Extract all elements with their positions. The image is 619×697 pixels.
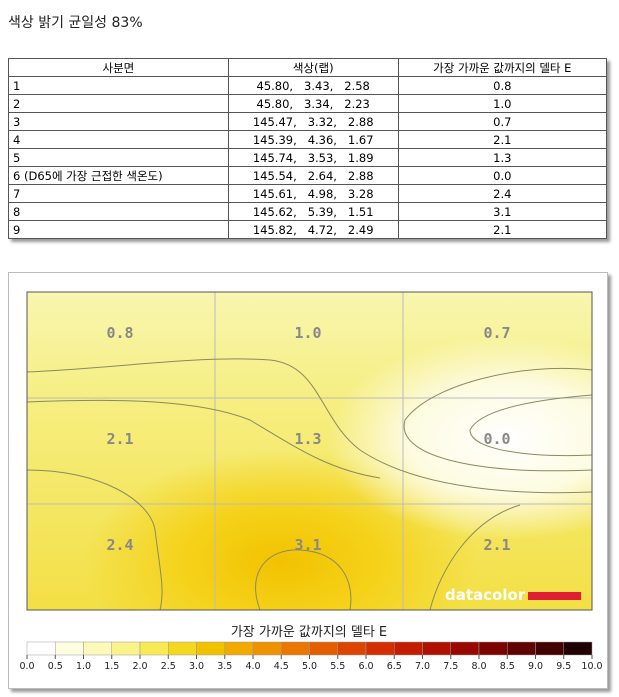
colorbar-tick-label: 7.5: [443, 661, 458, 672]
colorbar-swatch: [394, 641, 423, 656]
colorbar-tick-label: 0.0: [19, 661, 34, 672]
zone-label: 0.8: [106, 324, 133, 342]
contour: [255, 549, 352, 611]
table-cell: 2.1: [397, 220, 608, 239]
colorbar-swatch: [111, 641, 141, 656]
colorbar-swatch: [168, 641, 197, 656]
contour: [26, 358, 593, 494]
colorbar-swatch: [563, 641, 593, 656]
colorbar-swatch: [83, 641, 112, 656]
zone-label: 1.3: [294, 430, 321, 448]
brand-bar: [528, 592, 581, 600]
table-row: 7 145.61, 4.98, 3.28 2.4: [8, 184, 608, 203]
contour: [429, 504, 521, 611]
colorbar-swatch: [450, 641, 480, 656]
zone-label: 2.1: [483, 536, 510, 554]
colorbar-swatch: [224, 641, 254, 656]
colorbar-swatch: [196, 641, 225, 656]
colorbar-swatch: [281, 641, 310, 656]
colorbar-swatch: [422, 641, 451, 656]
zone-label: 3.1: [294, 536, 321, 554]
zone-label: 1.0: [294, 324, 321, 342]
table-row: 4 145.39, 4.36, 1.67 2.1: [8, 130, 608, 149]
colorbar-tick-label: 10.0: [581, 661, 602, 672]
table-row: 5 145.74, 3.53, 1.89 1.3: [8, 148, 608, 167]
colorbar-tick-label: 1.5: [104, 661, 119, 672]
colorbar-swatch: [337, 641, 367, 656]
table-cell: 145.82, 4.72, 2.49: [227, 220, 399, 239]
table-cell: 145.61, 4.98, 3.28: [227, 184, 399, 203]
zone-label: 2.4: [106, 536, 133, 554]
colorbar-swatch: [365, 641, 395, 656]
page-title: 색상 밝기 균일성 83%: [8, 15, 143, 31]
zone-label: 0.7: [483, 324, 510, 342]
contour: [26, 399, 381, 479]
table-cell: 2.4: [397, 184, 608, 203]
column-header: 사분면: [8, 58, 229, 77]
contours: [26, 358, 593, 611]
colorbar-tick-label: 3.5: [217, 661, 232, 672]
colorbar-tick-label: 0.5: [48, 661, 63, 672]
heatmap-shade: [27, 292, 592, 610]
header-row: 사분면 색상(랩) 가장 가까운 값까지의 델타 E: [8, 58, 608, 77]
colorbar-tick-label: 8.5: [500, 661, 515, 672]
table-cell: 145.47, 3.32, 2.88: [227, 112, 399, 131]
colorbar-tick-label: 3.0: [189, 661, 204, 672]
contour: [403, 367, 593, 472]
brand-logo: datacolor: [445, 586, 526, 604]
colorbar-tick-label: 4.5: [274, 661, 289, 672]
colorbar-tick-label: 6.0: [358, 661, 373, 672]
colorbar-title: 가장 가까운 값까지의 델타 E: [231, 625, 387, 640]
colorbar-tick-label: 5.0: [302, 661, 317, 672]
colorbar-tick-label: 4.0: [245, 661, 260, 672]
colorbar-tick-label: 2.5: [161, 661, 176, 672]
colorbar-tick-label: 6.5: [387, 661, 402, 672]
heatmap-panel: [8, 272, 608, 689]
table-row: 9 145.82, 4.72, 2.49 2.1: [8, 220, 608, 239]
zone-label: 0.0: [483, 430, 510, 448]
colorbar-swatch: [535, 641, 564, 656]
contour: [469, 394, 593, 457]
plot-frame: [26, 291, 593, 611]
uniformity-table: 사분면 색상(랩) 가장 가까운 값까지의 델타 E 1 45.80, 3.43, 2…: [8, 58, 608, 239]
colorbar-tick-label: 9.0: [528, 661, 543, 672]
colorbar-swatch: [26, 641, 56, 656]
colorbar-swatch: [507, 641, 536, 656]
column-header: 가장 가까운 값까지의 델타 E: [397, 58, 608, 77]
colorbar-tick-label: 9.5: [556, 661, 571, 672]
colorbar-swatch: [478, 641, 508, 656]
table-body: 1 45.80, 3.43, 2.58 0.8 2 45.80, 3.34, 2.23 1…: [8, 76, 608, 239]
grid: [27, 292, 592, 610]
table-row: 3 145.47, 3.32, 2.88 0.7: [8, 112, 608, 131]
colorbar-tick-label: 8.0: [471, 661, 486, 672]
column-header: 색상(랩): [227, 58, 399, 77]
table-row: 1 45.80, 3.43, 2.58 0.8: [8, 76, 608, 95]
colorbar-tick-label: 7.0: [415, 661, 430, 672]
table-cell: 145.54, 2.64, 2.88: [227, 166, 399, 185]
colorbar-swatch: [309, 641, 338, 656]
table-cell: 6 (D65에 가장 근접한 색온도): [8, 166, 229, 185]
colorbar-swatch: [139, 641, 169, 656]
colorbar-swatch: [55, 641, 84, 656]
colorbar-swatch: [252, 641, 282, 656]
colorbar-tick-label: 1.0: [76, 661, 91, 672]
colorbar-tick-label: 2.0: [132, 661, 147, 672]
table-cell: 145.39, 4.36, 1.67: [227, 130, 399, 149]
zone-label: 2.1: [106, 430, 133, 448]
contour: [26, 469, 163, 611]
colorbar-tick-label: 5.5: [330, 661, 345, 672]
